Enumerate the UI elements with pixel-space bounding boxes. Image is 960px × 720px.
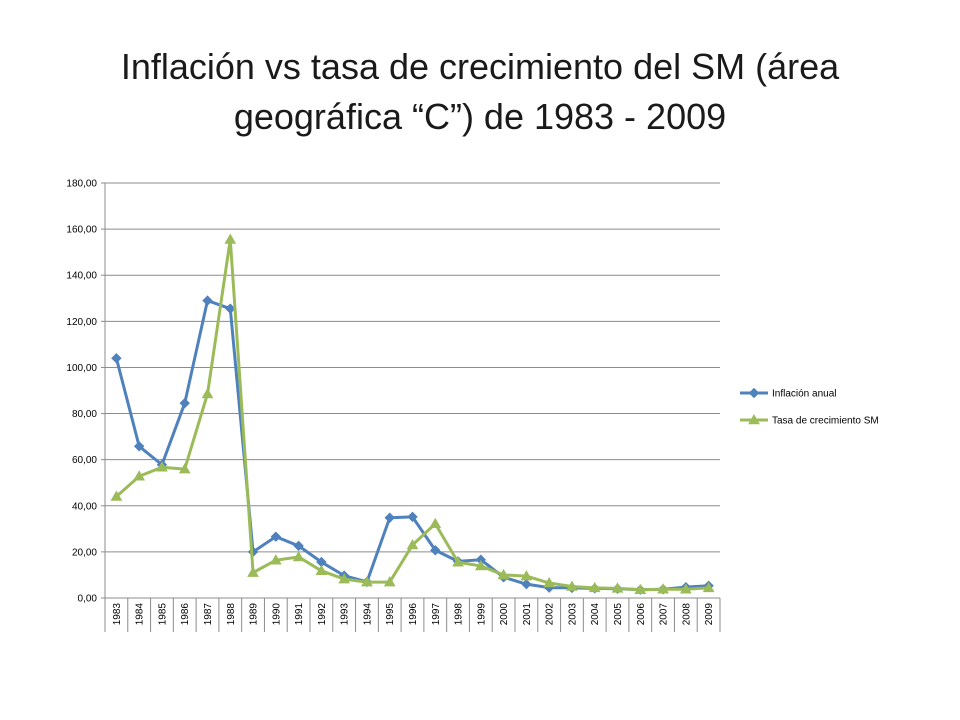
- x-axis-ticks: 1983 1984 1985 1986 1987 1988 1989 1990 1991 1992…: [112, 603, 715, 626]
- y-tick-label: 100,00: [66, 363, 97, 374]
- y-tick-label: 120,00: [66, 317, 97, 328]
- series-tasa-crecimiento-sm: [110, 233, 715, 594]
- data-point: [201, 387, 214, 399]
- x-tick-label: 1984: [135, 603, 146, 626]
- data-point: [702, 581, 715, 593]
- legend-entry: Inflación anual: [740, 387, 837, 400]
- x-tick-label: 2006: [636, 603, 647, 626]
- y-tick-label: 140,00: [66, 271, 97, 282]
- x-tick-label: 1993: [340, 603, 351, 626]
- x-tick-label: 1990: [271, 603, 282, 626]
- chart-gridlines: [105, 182, 720, 553]
- data-point: [634, 583, 647, 594]
- y-tick-label: 60,00: [72, 455, 97, 466]
- data-point: [338, 573, 351, 584]
- legend-entry: Tasa de crecimiento SM: [740, 413, 879, 427]
- data-point: [543, 577, 556, 588]
- x-tick-label: 1999: [476, 603, 487, 626]
- data-point: [383, 576, 396, 587]
- x-tick-label: 2001: [522, 603, 533, 626]
- data-point: [202, 295, 213, 306]
- data-point: [133, 441, 145, 452]
- data-point: [111, 353, 122, 364]
- x-tick-label: 1988: [226, 603, 237, 626]
- data-point: [361, 576, 373, 587]
- chart-title-line-1: Inflación vs tasa de crecimiento del SM …: [120, 46, 840, 87]
- data-point: [293, 540, 304, 552]
- y-tick-label: 40,00: [72, 501, 97, 512]
- data-point: [224, 233, 237, 244]
- x-tick-label: 1998: [454, 603, 465, 626]
- series-inflacion-anual: [111, 295, 714, 595]
- x-tick-label: 2000: [499, 603, 510, 626]
- data-point: [520, 570, 533, 581]
- y-axis-ticks: 0,00 20,00 40,00 60,00 80,00 100,00 120,00 140,…: [66, 179, 97, 605]
- x-tick-label: 1995: [385, 603, 396, 626]
- legend-label: Inflación anual: [772, 389, 837, 400]
- x-tick-label: 1986: [180, 603, 191, 626]
- x-tick-label: 1985: [157, 603, 168, 626]
- x-tick-label: 1987: [203, 603, 214, 626]
- y-tick-label: 180,00: [66, 179, 97, 190]
- data-point: [748, 413, 760, 425]
- data-point: [407, 511, 418, 523]
- x-tick-label: 1989: [249, 603, 260, 626]
- data-point: [156, 461, 168, 472]
- data-point: [225, 303, 236, 314]
- data-point: [270, 531, 282, 542]
- data-point: [611, 582, 624, 593]
- chart-legend: Inflación anual Tasa de crecimiento SM: [740, 387, 879, 427]
- x-tick-label: 1991: [294, 603, 305, 626]
- legend-label: Tasa de crecimiento SM: [772, 416, 879, 427]
- data-point: [178, 463, 191, 474]
- x-tick-label: 1983: [112, 603, 123, 626]
- data-point: [429, 517, 442, 529]
- data-point: [133, 470, 146, 481]
- data-point: [657, 583, 669, 594]
- x-tick-label: 1992: [317, 603, 328, 626]
- chart-title: Inflación vs tasa de crecimiento del SM …: [40, 42, 920, 142]
- x-tick-label: 2004: [590, 603, 601, 626]
- data-point: [452, 556, 464, 567]
- data-point: [292, 550, 305, 562]
- x-tick-label: 2005: [613, 603, 624, 626]
- x-tick-label: 2007: [659, 603, 670, 626]
- series-line: [115, 237, 709, 592]
- y-tick-label: 20,00: [72, 547, 97, 558]
- x-tick-label: 2003: [567, 603, 578, 626]
- x-tick-label: 1997: [431, 603, 442, 626]
- data-point: [679, 583, 692, 594]
- data-point: [179, 397, 190, 409]
- data-point: [406, 538, 419, 550]
- data-point: [521, 578, 532, 590]
- y-tick-label: 0,00: [78, 594, 98, 605]
- x-tick-label: 2002: [545, 603, 556, 626]
- chart-title-line-2: geográfica “C”) de 1983 - 2009: [233, 96, 727, 137]
- x-tick-label: 1994: [362, 603, 373, 626]
- chart-axes: [101, 182, 721, 632]
- chart-series: [110, 233, 715, 595]
- y-tick-label: 80,00: [72, 409, 97, 420]
- x-tick-label: 2008: [681, 603, 692, 626]
- x-tick-label: 2009: [704, 603, 715, 626]
- data-point: [269, 554, 282, 565]
- data-point: [497, 568, 510, 580]
- data-point: [474, 559, 487, 571]
- data-point: [566, 580, 578, 591]
- data-point: [247, 566, 259, 577]
- data-point: [384, 512, 395, 523]
- data-point: [588, 581, 601, 593]
- y-tick-label: 160,00: [66, 225, 97, 236]
- x-tick-label: 1996: [408, 603, 419, 626]
- data-point: [430, 545, 441, 556]
- data-point: [315, 564, 328, 576]
- data-point: [110, 490, 123, 501]
- data-point: [748, 387, 760, 399]
